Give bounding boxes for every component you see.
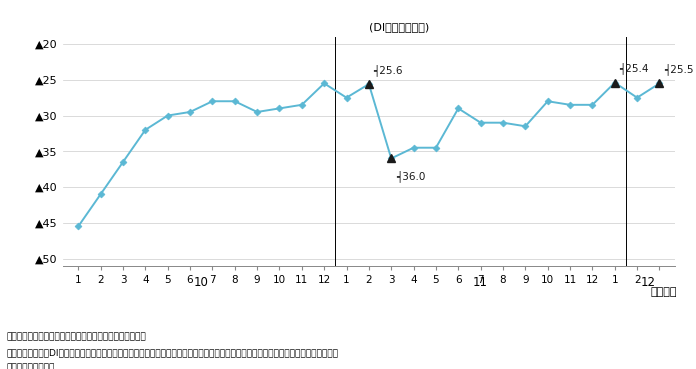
Text: ┥25.5: ┥25.5 <box>664 63 693 75</box>
Text: 10: 10 <box>193 276 209 289</box>
Text: 12: 12 <box>641 276 656 289</box>
Text: （年月）: （年月） <box>651 287 677 297</box>
Text: ┥25.6: ┥25.6 <box>373 64 403 76</box>
Text: （注）　資金繰りDIは、前年同月に比べて、資金繰りが「好転」と答えた企業の割合（％）から、「悪化」と答えた企業の割合（％）を: （注） 資金繰りDIは、前年同月に比べて、資金繰りが「好転」と答えた企業の割合（… <box>7 349 339 358</box>
Text: ┥25.4: ┥25.4 <box>619 62 649 74</box>
Text: (DI、前年同月比): (DI、前年同月比) <box>369 22 429 32</box>
Text: 引いたもの。: 引いたもの。 <box>7 363 56 369</box>
Text: 資料：全国中小企業団体中央会「中小企業月次景況調査」: 資料：全国中小企業団体中央会「中小企業月次景況調査」 <box>7 332 147 341</box>
Text: ┥36.0: ┥36.0 <box>396 170 425 182</box>
Text: 11: 11 <box>473 276 488 289</box>
